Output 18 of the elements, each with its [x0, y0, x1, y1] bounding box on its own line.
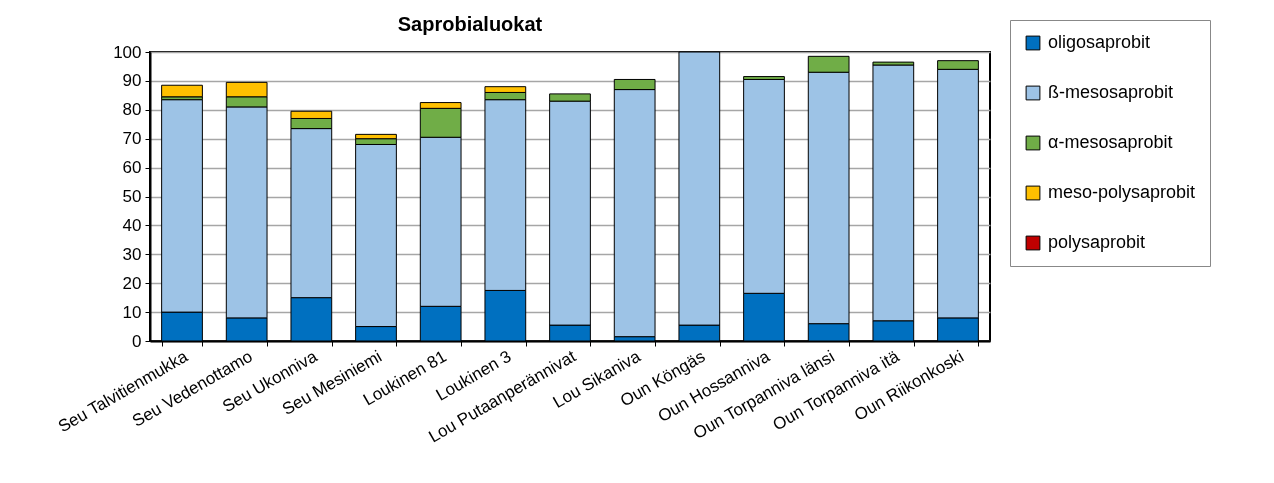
y-tick-label: 50 [122, 187, 142, 206]
y-tick-label: 10 [122, 302, 142, 322]
y-tick-label: 100 [113, 42, 142, 62]
y-tick-label: 0 [132, 331, 142, 351]
legend-label: polysaprobit [1048, 232, 1146, 252]
y-tick-label: 40 [122, 215, 142, 235]
legend-label: oligosaprobit [1048, 32, 1151, 52]
y-tick-label: 90 [122, 71, 142, 91]
legend-label: α-mesosaprobit [1048, 132, 1173, 152]
y-tick-label: 60 [122, 158, 142, 178]
legend-label: ß-mesosaprobit [1048, 82, 1174, 102]
y-tick-label: 80 [122, 100, 142, 120]
y-tick-label: 20 [122, 273, 142, 293]
bar [161, 84, 203, 98]
chart-title: Saprobialuokat [397, 12, 543, 35]
y-tick-label: 30 [122, 244, 142, 264]
y-tick-label: 70 [122, 129, 142, 149]
legend-label: meso-polysaprobit [1048, 182, 1196, 202]
